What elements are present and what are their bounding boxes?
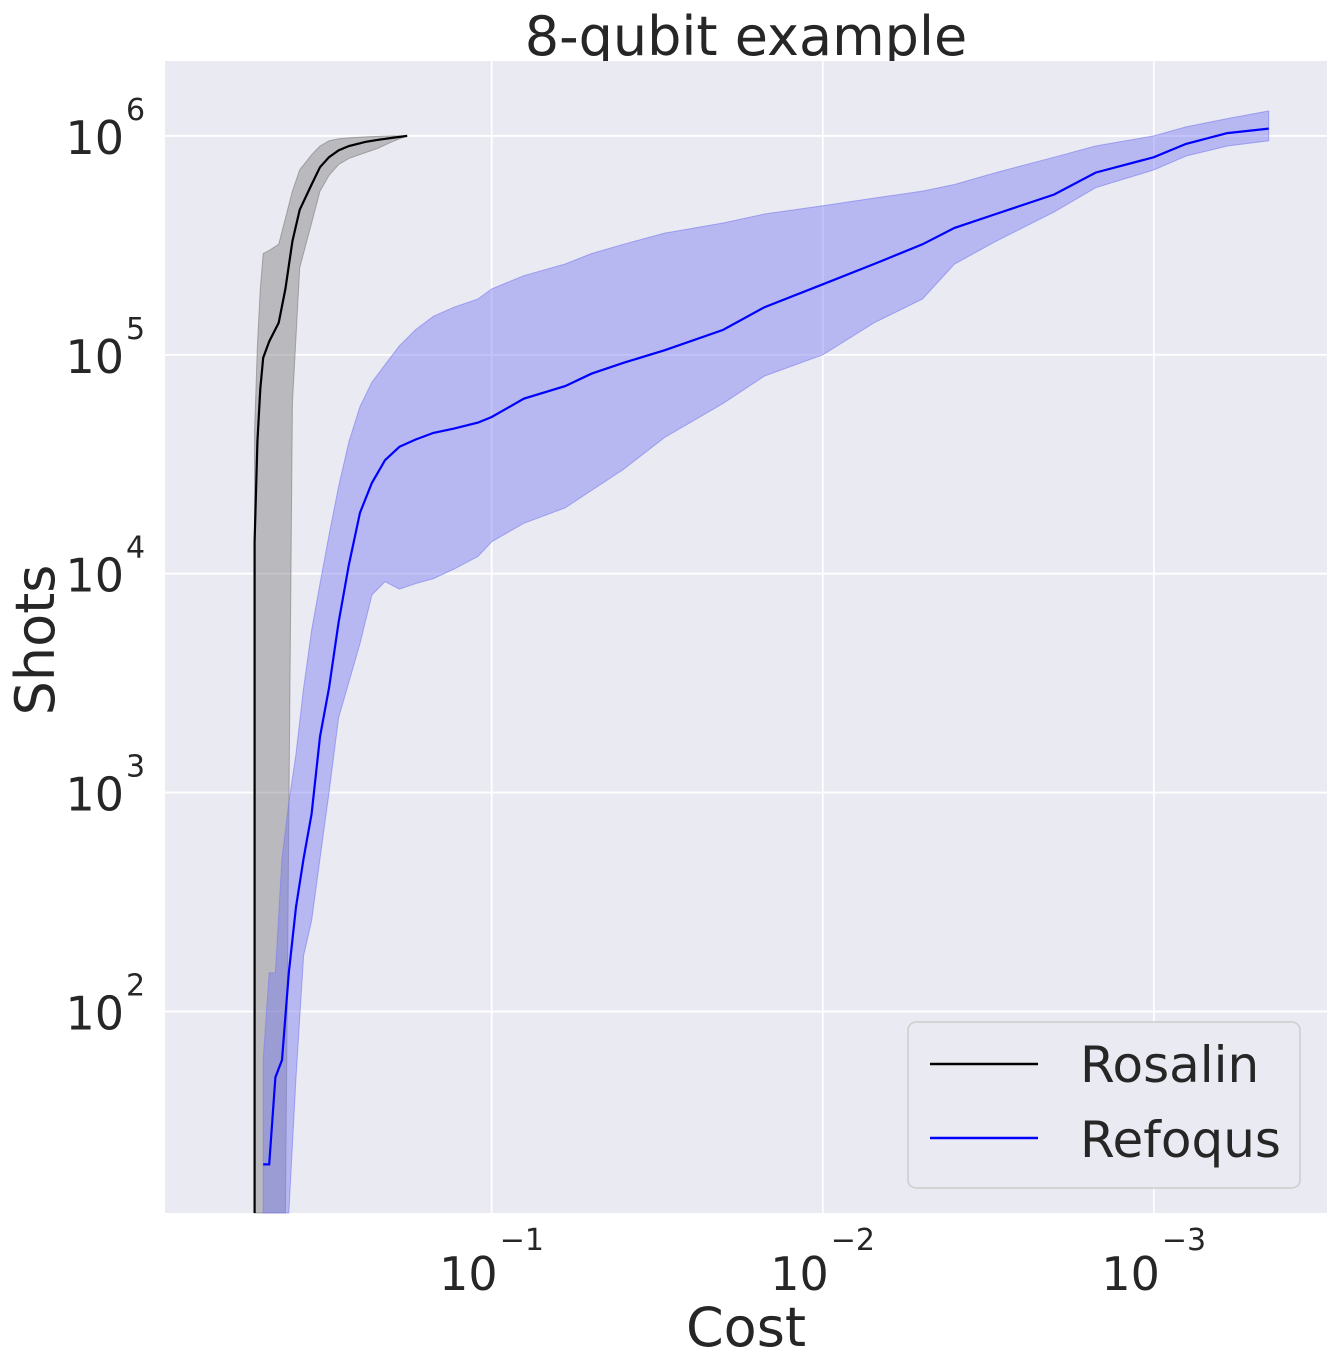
x-tick-base: 10 xyxy=(439,1247,498,1301)
x-tick-base: 10 xyxy=(1101,1247,1160,1301)
x-axis-label: Cost xyxy=(686,1296,806,1359)
y-tick-label: 104 xyxy=(65,531,145,603)
y-tick-label: 102 xyxy=(65,968,145,1040)
x-tick-exponent: −1 xyxy=(500,1223,544,1258)
x-tick-label: 10−2 xyxy=(770,1223,875,1301)
y-tick-exponent: 2 xyxy=(126,968,145,1003)
x-tick-label: 10−3 xyxy=(1101,1223,1206,1301)
y-tick-base: 10 xyxy=(65,768,124,822)
legend-label-refoqus: Refoqus xyxy=(1080,1111,1281,1169)
y-axis-label: Shots xyxy=(4,565,67,716)
y-tick-base: 10 xyxy=(65,986,124,1040)
y-tick-base: 10 xyxy=(65,330,124,384)
x-tick-base: 10 xyxy=(770,1247,829,1301)
y-tick-exponent: 4 xyxy=(126,531,145,566)
chart-title: 8-qubit example xyxy=(525,5,967,68)
y-tick-label: 106 xyxy=(65,93,145,165)
legend: Rosalin Refoqus xyxy=(907,1021,1301,1189)
y-tick-base: 10 xyxy=(65,549,124,603)
y-tick-label: 103 xyxy=(65,750,145,822)
y-tick-exponent: 3 xyxy=(126,750,145,785)
grid xyxy=(165,61,1327,1213)
y-tick-label: 105 xyxy=(65,312,145,384)
legend-label-rosalin: Rosalin xyxy=(1080,1036,1259,1094)
plot-area xyxy=(165,61,1327,1213)
x-tick-labels: 10−110−210−3 xyxy=(439,1223,1206,1301)
y-tick-base: 10 xyxy=(65,111,124,165)
x-tick-exponent: −2 xyxy=(831,1223,875,1258)
line-refoqus xyxy=(263,127,1269,1166)
y-tick-exponent: 5 xyxy=(126,312,145,347)
x-tick-exponent: −3 xyxy=(1162,1223,1206,1258)
band-refoqus xyxy=(262,110,1270,1214)
x-tick-label: 10−1 xyxy=(439,1223,544,1301)
series-lines xyxy=(253,127,1269,1213)
y-tick-exponent: 6 xyxy=(126,93,145,128)
line-rosalin xyxy=(253,134,408,1213)
